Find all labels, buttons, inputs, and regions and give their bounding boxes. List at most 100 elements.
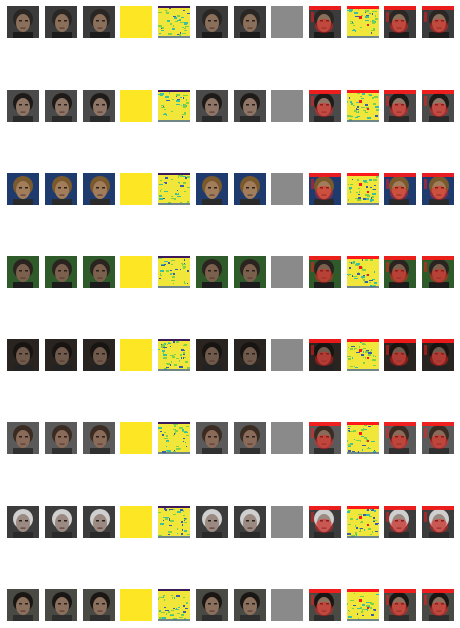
heatmap-with-red-marks-image [347, 422, 379, 454]
face-photo-image [83, 173, 115, 205]
heatmap-with-red-marks-image [347, 339, 379, 371]
face-photo-image [196, 173, 228, 205]
face-photo-red-overlay-image [384, 422, 416, 454]
tile-heatmap-with-red-marks [347, 589, 379, 621]
face-photo-red-overlay-image [422, 173, 454, 205]
tile-solid-gray [271, 256, 303, 288]
face-photo-image [196, 589, 228, 621]
tile-face-photo-red-overlay [422, 173, 454, 205]
face-photo-image [45, 422, 77, 454]
tile-face-photo [234, 173, 266, 205]
face-photo-red-overlay-image [384, 506, 416, 538]
tile-face-photo-red-overlay [422, 589, 454, 621]
tile-face-photo [83, 6, 115, 38]
tile-face-photo [45, 90, 77, 122]
face-photo-image [234, 506, 266, 538]
tile-solid-yellow [120, 339, 152, 371]
tile-solid-gray [271, 339, 303, 371]
tile-face-photo-red-overlay [422, 256, 454, 288]
tile-face-photo-red-overlay [422, 422, 454, 454]
tile-face-photo-red-overlay [384, 256, 416, 288]
tile-face-photo [7, 589, 39, 621]
tile-face-photo-red-overlay [384, 6, 416, 38]
heatmap-image [158, 422, 190, 454]
tile-face-photo [83, 589, 115, 621]
face-photo-image [45, 256, 77, 288]
solid-yellow-image [120, 173, 152, 205]
face-photo-image [45, 173, 77, 205]
face-photo-image [7, 589, 39, 621]
heatmap-image [158, 90, 190, 122]
tile-face-photo-red-overlay [384, 173, 416, 205]
face-photo-red-overlay-image [384, 6, 416, 38]
tile-face-photo [196, 256, 228, 288]
tile-face-photo [7, 506, 39, 538]
face-photo-red-overlay-image [309, 256, 341, 288]
solid-yellow-image [120, 256, 152, 288]
face-photo-red-overlay-image [384, 589, 416, 621]
face-photo-image [7, 90, 39, 122]
face-photo-image [83, 589, 115, 621]
tile-heatmap-with-red-marks [347, 256, 379, 288]
tile-face-photo-red-overlay [309, 506, 341, 538]
face-photo-red-overlay-image [384, 173, 416, 205]
solid-yellow-image [120, 506, 152, 538]
tile-heatmap-with-red-marks [347, 90, 379, 122]
tile-face-photo-red-overlay [384, 339, 416, 371]
solid-gray-image [271, 589, 303, 621]
tile-face-photo [7, 256, 39, 288]
face-photo-image [234, 422, 266, 454]
tile-face-photo [7, 422, 39, 454]
tile-face-photo [196, 422, 228, 454]
tile-heatmap [158, 256, 190, 288]
tile-face-photo-red-overlay [384, 589, 416, 621]
face-photo-image [234, 173, 266, 205]
face-photo-image [83, 90, 115, 122]
face-photo-image [7, 256, 39, 288]
tile-face-photo-red-overlay [422, 506, 454, 538]
tile-solid-gray [271, 506, 303, 538]
tile-face-photo [234, 90, 266, 122]
face-photo-image [83, 339, 115, 371]
heatmap-with-red-marks-image [347, 256, 379, 288]
tile-face-photo [234, 422, 266, 454]
tile-face-photo-red-overlay [422, 339, 454, 371]
tile-face-photo [45, 506, 77, 538]
face-photo-red-overlay-image [422, 589, 454, 621]
face-photo-image [45, 506, 77, 538]
tile-face-photo [196, 173, 228, 205]
tile-solid-yellow [120, 256, 152, 288]
tile-face-photo-red-overlay [422, 90, 454, 122]
tile-face-photo [7, 6, 39, 38]
face-photo-image [196, 256, 228, 288]
tile-face-photo-red-overlay [309, 339, 341, 371]
face-photo-image [83, 506, 115, 538]
tile-face-photo [196, 6, 228, 38]
tile-face-photo-red-overlay [309, 589, 341, 621]
face-photo-red-overlay-image [422, 422, 454, 454]
tile-heatmap-with-red-marks [347, 506, 379, 538]
face-photo-image [83, 422, 115, 454]
solid-gray-image [271, 90, 303, 122]
tile-face-photo [45, 173, 77, 205]
face-photo-image [83, 256, 115, 288]
heatmap-image [158, 6, 190, 38]
tile-solid-gray [271, 173, 303, 205]
face-photo-image [196, 506, 228, 538]
solid-yellow-image [120, 339, 152, 371]
tile-face-photo-red-overlay [384, 90, 416, 122]
tile-face-photo [7, 339, 39, 371]
face-photo-red-overlay-image [422, 90, 454, 122]
tile-face-photo-red-overlay [309, 173, 341, 205]
tile-face-photo [196, 339, 228, 371]
tile-face-photo [7, 173, 39, 205]
heatmap-image [158, 589, 190, 621]
tile-face-photo [234, 256, 266, 288]
tile-face-photo [45, 256, 77, 288]
tile-face-photo [234, 589, 266, 621]
tile-solid-yellow [120, 506, 152, 538]
face-photo-image [234, 6, 266, 38]
face-photo-red-overlay-image [422, 256, 454, 288]
tile-face-photo [196, 90, 228, 122]
